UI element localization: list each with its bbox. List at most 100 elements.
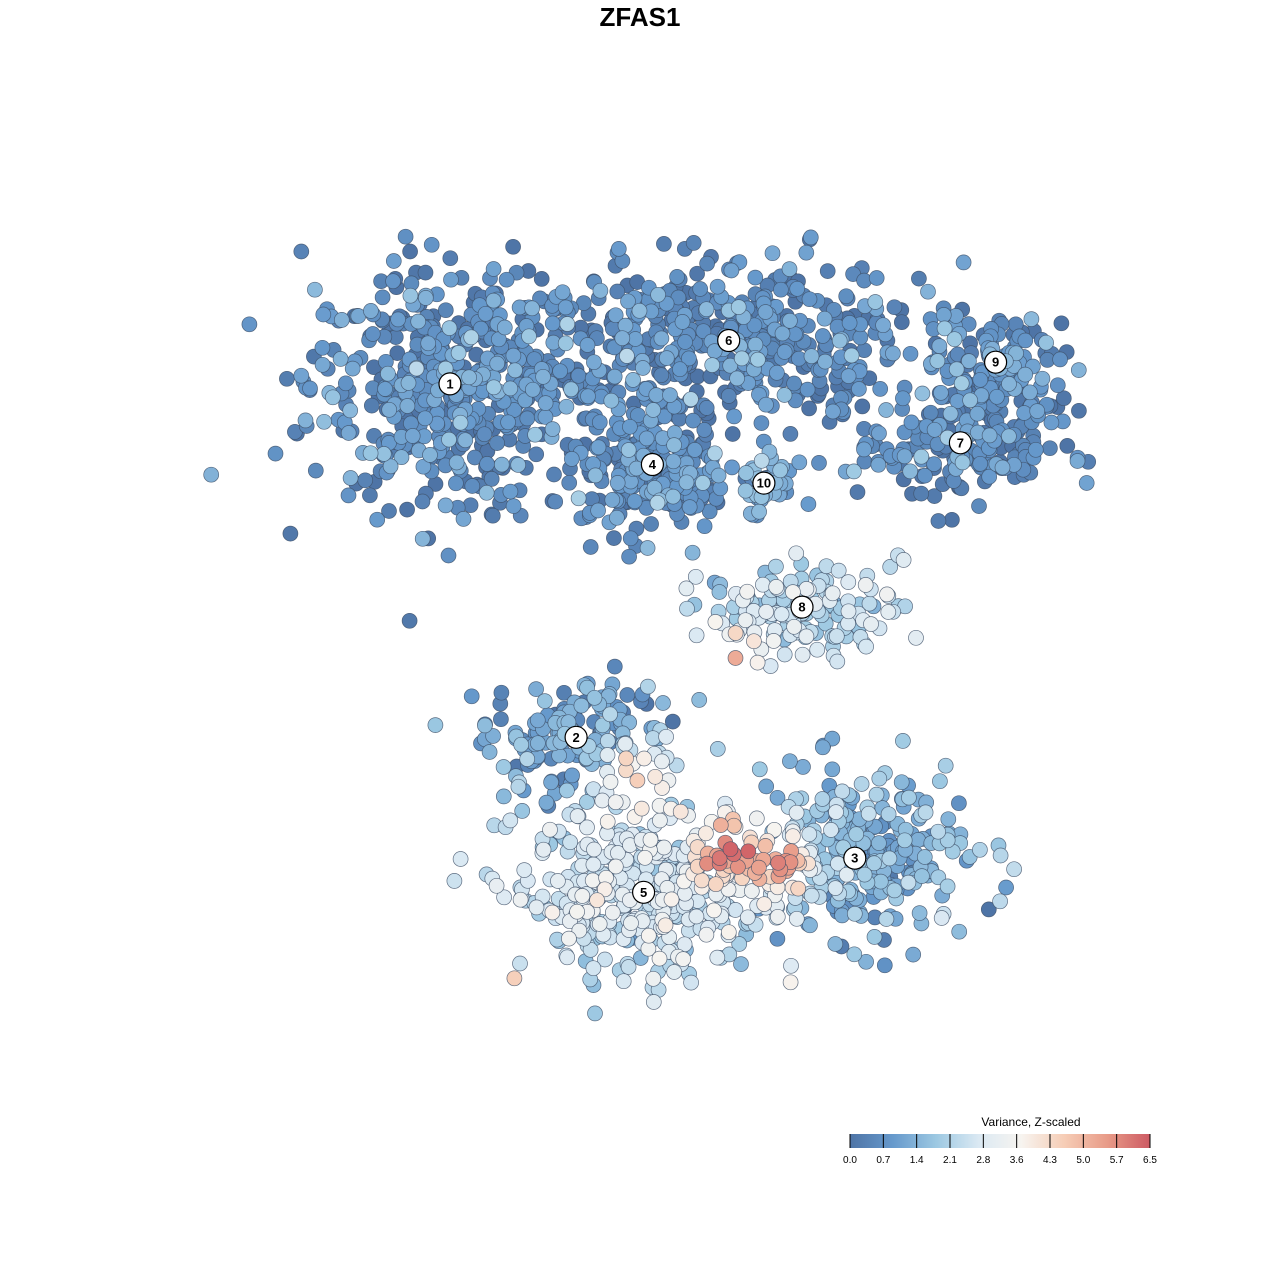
data-point — [687, 568, 704, 585]
data-point — [790, 880, 807, 897]
data-point — [774, 325, 791, 342]
data-point — [880, 806, 897, 823]
data-point — [800, 496, 817, 512]
data-point — [550, 873, 566, 889]
data-point — [994, 459, 1011, 476]
data-point — [971, 498, 987, 514]
data-point — [599, 747, 616, 763]
data-point — [712, 817, 729, 833]
data-point — [901, 789, 917, 806]
data-point — [603, 392, 620, 409]
data-point — [579, 337, 596, 353]
data-point — [853, 776, 870, 792]
data-point — [692, 281, 709, 297]
data-point — [868, 270, 885, 286]
data-point — [803, 887, 820, 904]
data-point — [495, 759, 512, 775]
data-point — [364, 326, 381, 342]
data-point — [399, 501, 415, 518]
data-point — [880, 604, 897, 620]
cluster-label: 3 — [851, 851, 858, 866]
data-point — [944, 511, 960, 528]
data-point — [267, 445, 284, 462]
data-point — [521, 328, 537, 345]
data-point — [519, 751, 536, 767]
data-point — [798, 581, 815, 597]
data-point — [769, 789, 786, 806]
data-point — [1016, 405, 1032, 421]
cluster-label-badge — [752, 471, 776, 495]
data-point — [580, 388, 596, 405]
data-point — [1017, 366, 1034, 383]
data-point — [587, 467, 604, 484]
data-point — [669, 269, 685, 285]
data-point — [477, 717, 493, 734]
cluster-labels: 1 2 3 4 5 6 7 8 9 10 — [438, 328, 1008, 904]
data-point — [344, 360, 361, 377]
data-point — [827, 880, 844, 896]
data-point — [819, 263, 836, 279]
data-point — [639, 540, 656, 556]
data-point — [443, 271, 459, 288]
data-point — [914, 868, 930, 884]
data-point — [586, 354, 602, 371]
data-point — [913, 485, 930, 502]
data-point — [463, 329, 480, 346]
data-point — [757, 838, 774, 854]
data-point — [903, 414, 920, 431]
data-point — [854, 398, 871, 415]
data-point — [886, 299, 903, 316]
data-point — [829, 653, 846, 670]
data-point — [724, 459, 740, 476]
data-point — [307, 462, 324, 479]
data-point — [748, 810, 765, 827]
data-point — [910, 832, 927, 848]
colorbar-tick-label: 0.0 — [843, 1155, 857, 1166]
data-point — [886, 882, 903, 899]
data-point — [462, 497, 479, 514]
data-point — [824, 585, 841, 602]
data-point — [481, 744, 498, 760]
data-point — [645, 402, 662, 418]
data-point — [948, 361, 965, 378]
data-point — [677, 334, 693, 350]
data-point — [782, 974, 799, 991]
data-point — [422, 447, 438, 463]
data-point — [896, 448, 913, 465]
data-point — [665, 488, 681, 505]
data-point — [591, 414, 608, 431]
data-point — [452, 414, 469, 431]
data-point — [512, 955, 528, 972]
data-point — [935, 307, 952, 323]
data-point — [377, 381, 393, 397]
data-point — [707, 614, 724, 630]
data-point — [607, 794, 624, 811]
data-point — [747, 269, 764, 286]
data-point — [599, 813, 616, 830]
data-point — [1034, 370, 1051, 387]
data-point — [489, 435, 505, 451]
data-point — [785, 584, 801, 600]
data-point — [506, 970, 523, 987]
data-point — [614, 330, 631, 347]
data-point — [709, 949, 726, 966]
data-point — [746, 317, 763, 334]
data-point — [557, 299, 574, 316]
data-point — [917, 467, 933, 484]
data-point — [505, 347, 522, 364]
data-point — [415, 458, 432, 475]
data-point — [710, 467, 727, 484]
data-point — [688, 627, 705, 644]
data-point — [507, 362, 523, 379]
data-point — [962, 392, 978, 409]
data-point — [561, 474, 578, 491]
data-point — [297, 412, 314, 429]
data-point — [679, 600, 695, 617]
data-point — [789, 280, 806, 297]
data-point — [517, 392, 534, 409]
data-point — [922, 404, 939, 421]
data-point — [730, 299, 747, 315]
data-point — [397, 228, 414, 245]
data-point — [662, 387, 678, 403]
data-point — [814, 739, 831, 756]
